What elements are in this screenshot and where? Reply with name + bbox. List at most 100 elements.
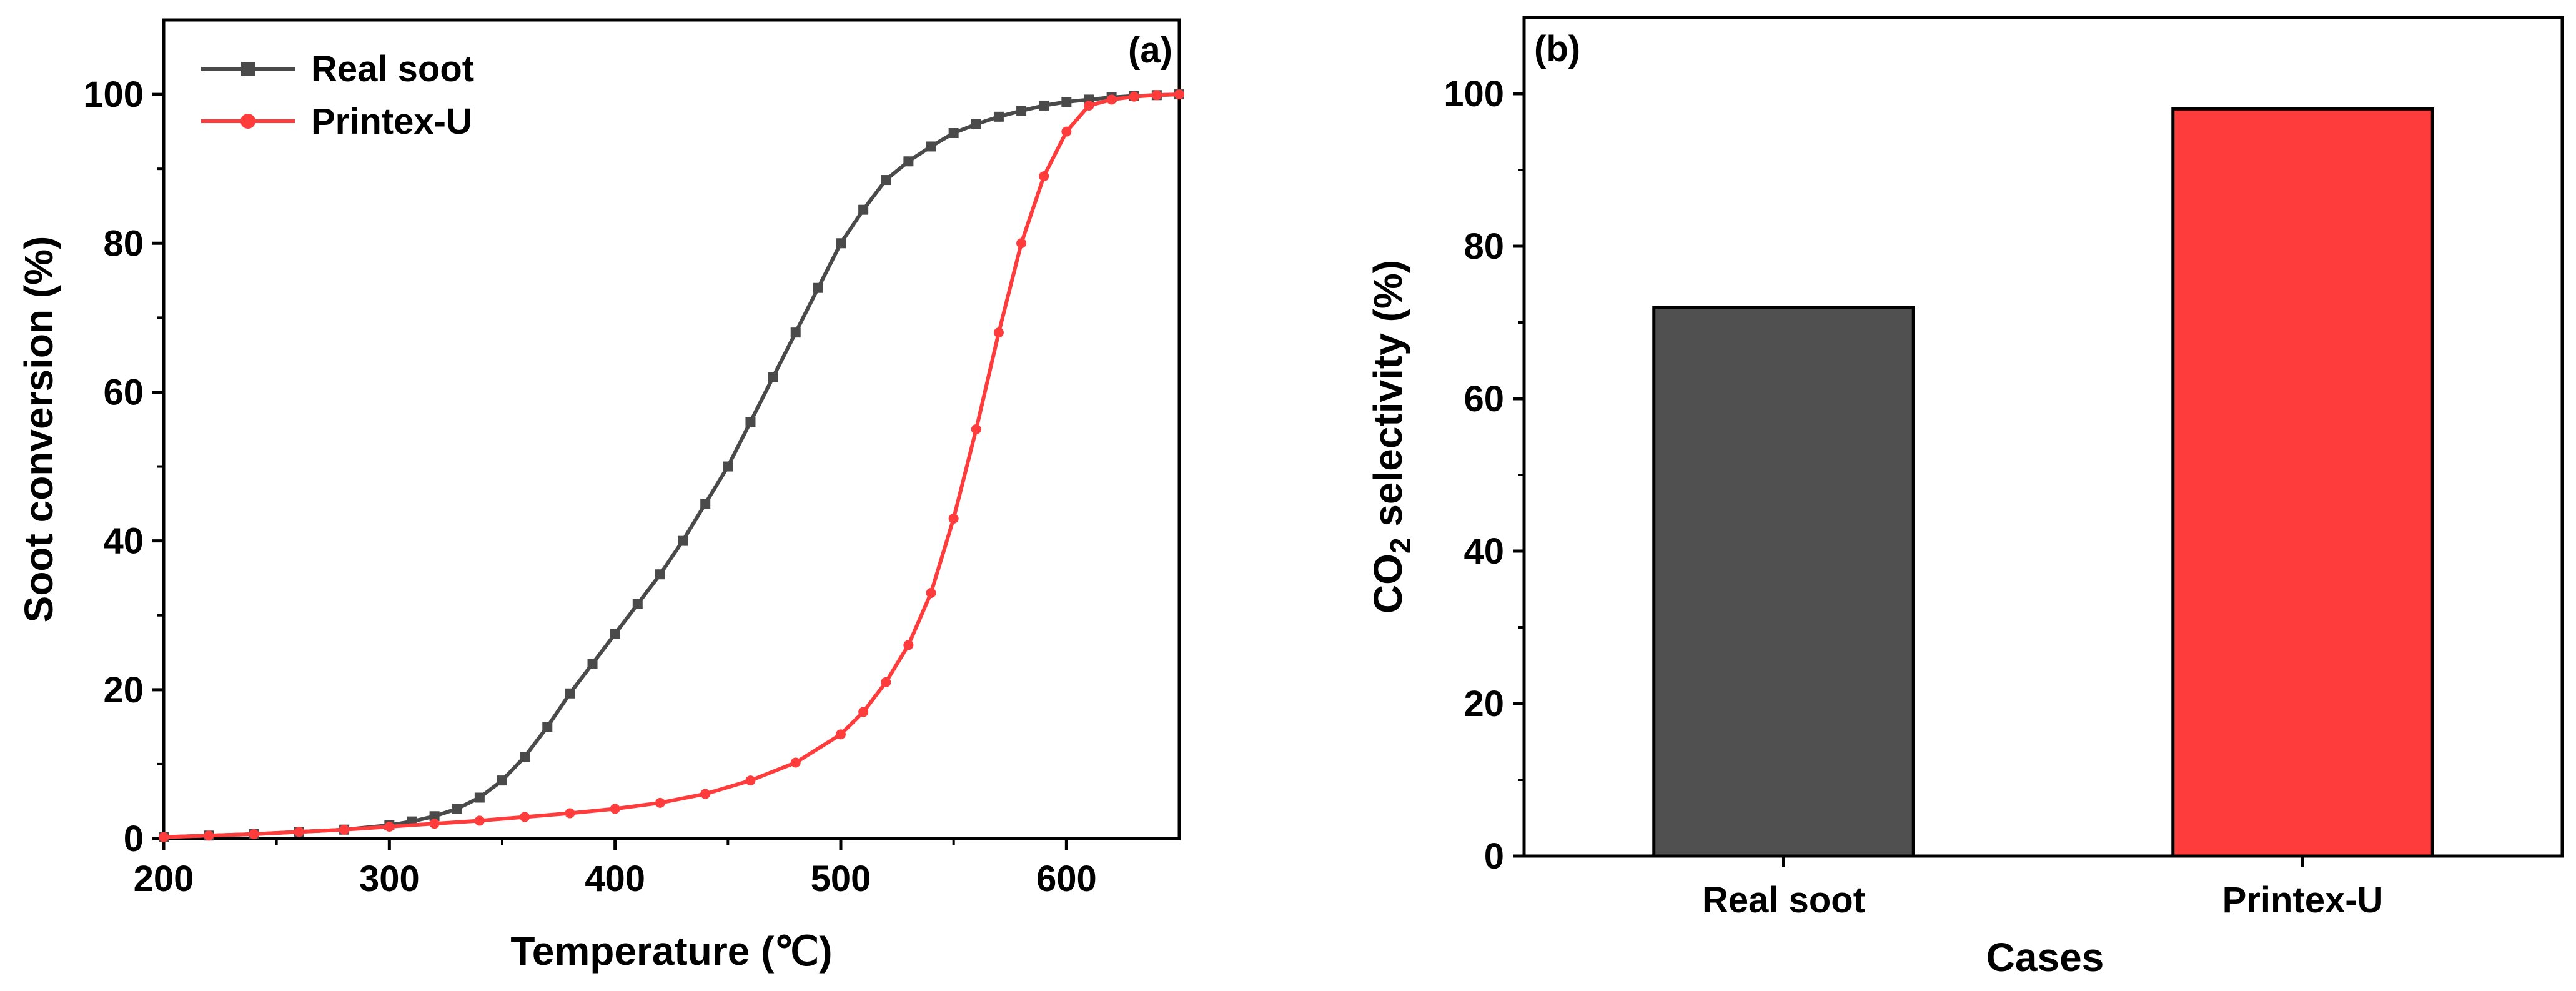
- point-real-soot-13: [565, 688, 575, 699]
- y-tick-label-60: 60: [103, 372, 144, 412]
- point-printex-u-10: [610, 804, 620, 814]
- point-real-soot-19: [700, 499, 711, 509]
- b-x-tick-label-printex-u: Printex-U: [2222, 880, 2384, 920]
- point-printex-u-24: [1039, 171, 1049, 182]
- point-real-soot-22: [768, 372, 778, 382]
- point-real-soot-30: [948, 128, 959, 139]
- point-real-soot-12: [542, 722, 553, 732]
- point-real-soot-33: [1016, 106, 1027, 116]
- point-printex-u-8: [520, 812, 530, 822]
- point-real-soot-31: [971, 119, 981, 129]
- point-real-soot-26: [858, 204, 869, 215]
- y-tick-label-40: 40: [103, 521, 144, 562]
- point-real-soot-21: [745, 417, 756, 427]
- point-real-soot-20: [723, 461, 733, 472]
- point-real-soot-10: [497, 775, 507, 786]
- panel-b-y-axis-title-main: CO: [1365, 554, 1410, 614]
- panel-a-y-axis-title: Soot conversion (%): [16, 236, 61, 623]
- point-printex-u-9: [565, 808, 575, 819]
- legend-real-soot-label: Real soot: [311, 49, 474, 89]
- b-y-tick-label-100: 100: [1444, 74, 1504, 114]
- point-printex-u-28: [1129, 91, 1139, 102]
- x-tick-label-200: 200: [134, 859, 194, 899]
- point-real-soot-32: [993, 111, 1004, 122]
- point-printex-u-29: [1151, 90, 1162, 101]
- point-printex-u-18: [903, 640, 914, 650]
- point-real-soot-28: [903, 156, 914, 167]
- point-printex-u-20: [948, 513, 959, 524]
- x-tick-label-500: 500: [811, 859, 871, 899]
- point-real-soot-11: [520, 752, 530, 762]
- b-y-tick-label-40: 40: [1464, 531, 1504, 572]
- point-printex-u-4: [339, 824, 350, 835]
- panel-a-x-axis-title: Temperature (℃): [510, 929, 832, 974]
- point-real-soot-35: [1061, 97, 1072, 107]
- panel-a-label: (a): [1128, 30, 1172, 71]
- point-printex-u-17: [881, 677, 891, 687]
- point-printex-u-16: [858, 707, 869, 717]
- panel-b-x-axis-title: Cases: [1986, 935, 2104, 980]
- b-y-tick-label-20: 20: [1464, 684, 1504, 724]
- point-printex-u-3: [294, 827, 304, 837]
- point-real-soot-23: [790, 327, 801, 338]
- point-printex-u-6: [429, 819, 440, 829]
- x-tick-label-400: 400: [585, 859, 645, 899]
- y-tick-label-100: 100: [83, 74, 144, 115]
- point-printex-u-13: [745, 775, 756, 786]
- panel-b-bar-chart: 0 20 40 60 80 100 Real soot Printex-U (b) Case…: [1365, 16, 2564, 980]
- point-real-soot-34: [1039, 100, 1049, 111]
- point-real-soot-27: [881, 175, 891, 186]
- point-real-soot-7: [429, 811, 440, 822]
- point-real-soot-16: [632, 599, 643, 609]
- point-printex-u-14: [790, 757, 801, 768]
- y-tick-label-0: 0: [124, 819, 144, 859]
- panel-b-y-axis-title-rest: selectivity (%): [1365, 260, 1410, 538]
- x-tick-label-600: 600: [1036, 859, 1097, 899]
- panel-a-legend: Real soot Printex-U: [201, 49, 474, 142]
- point-printex-u-5: [384, 821, 395, 832]
- panel-a-series: [159, 89, 1184, 842]
- panel-b-frame: [1522, 16, 2564, 858]
- panel-a-frame: [162, 18, 1181, 840]
- point-printex-u-15: [836, 729, 846, 740]
- point-printex-u-27: [1106, 94, 1117, 105]
- point-printex-u-25: [1061, 126, 1072, 137]
- point-printex-u-1: [204, 830, 214, 841]
- point-real-soot-17: [655, 569, 665, 580]
- bar-real-soot: [1652, 306, 1915, 858]
- panel-b-label: (b): [1534, 29, 1580, 69]
- point-printex-u-23: [1016, 238, 1027, 249]
- point-printex-u-26: [1084, 100, 1094, 111]
- panel-b-y-axis-title-subscript: 2: [1384, 538, 1417, 554]
- panel-b-y-axis-title: CO2 selectivity (%): [1365, 260, 1417, 614]
- series-line-real-soot: [163, 92, 1180, 839]
- x-tick-label-300: 300: [359, 859, 420, 899]
- b-y-tick-label-60: 60: [1464, 379, 1504, 419]
- b-y-tick-label-80: 80: [1464, 226, 1504, 267]
- panel-a-x-ticks: 200 300 400 500 600: [134, 839, 1097, 899]
- point-printex-u-2: [249, 829, 259, 839]
- panel-a-line-chart: 200 300 400 500 600 0 20 40 60 80 100 (a) Real so…: [16, 18, 1184, 974]
- point-real-soot-24: [813, 282, 823, 293]
- legend-printex-label: Printex-U: [311, 101, 472, 142]
- point-printex-u-19: [926, 588, 936, 598]
- point-printex-u-12: [700, 789, 711, 799]
- b-y-tick-label-0: 0: [1484, 836, 1504, 877]
- point-real-soot-15: [610, 629, 620, 639]
- panel-b-y-ticks: 0 20 40 60 80 100: [1444, 74, 1524, 877]
- point-real-soot-29: [926, 141, 936, 152]
- point-real-soot-18: [678, 535, 688, 546]
- legend-printex-marker: [240, 114, 255, 129]
- point-printex-u-7: [474, 815, 485, 826]
- y-tick-label-20: 20: [103, 670, 144, 710]
- point-real-soot-14: [587, 659, 598, 669]
- point-real-soot-9: [474, 792, 485, 803]
- panel-b-bars: Real soot Printex-U: [1652, 107, 2434, 920]
- b-x-tick-label-real-soot: Real soot: [1702, 880, 1865, 920]
- series-line-printex-u: [163, 92, 1180, 839]
- point-printex-u-22: [993, 327, 1004, 338]
- point-real-soot-25: [836, 238, 846, 249]
- bar-printex-u: [2171, 107, 2434, 858]
- legend-real-soot-marker: [241, 62, 255, 76]
